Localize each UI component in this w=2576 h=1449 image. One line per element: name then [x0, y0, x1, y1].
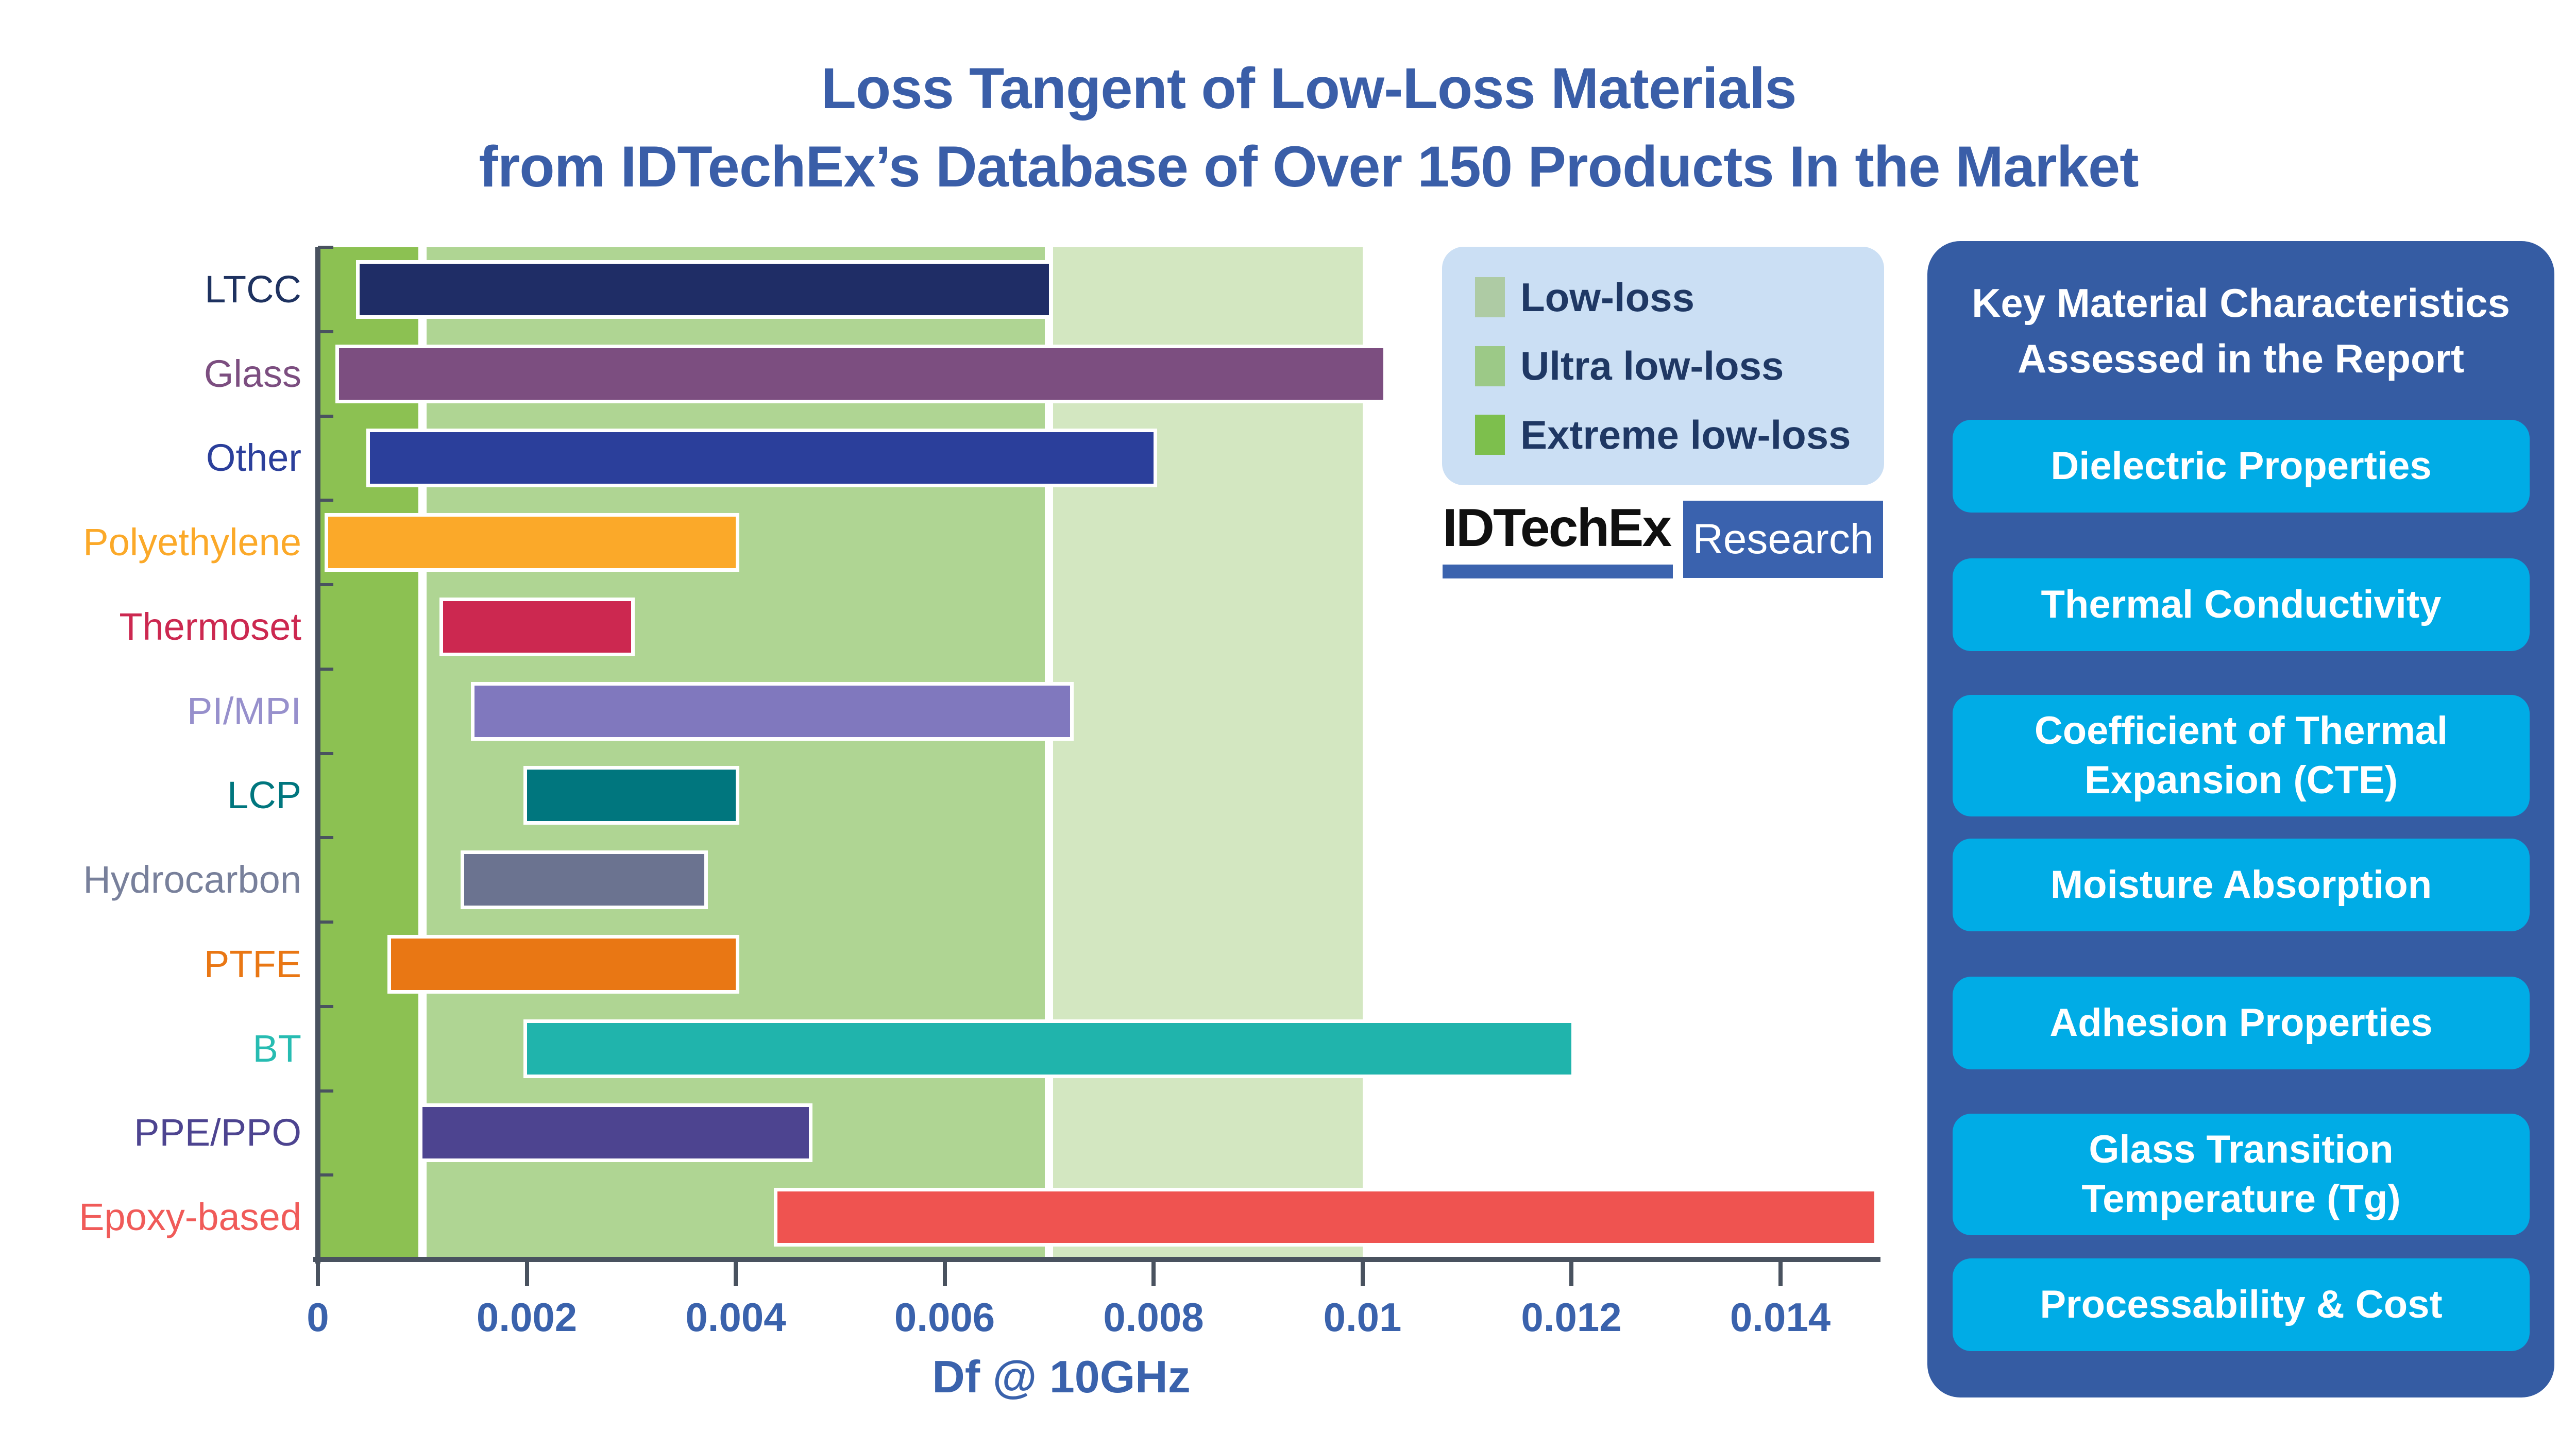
- y-axis-tick: [318, 752, 333, 755]
- range-bar-pi-mpi: [471, 681, 1074, 741]
- category-label-glass: Glass: [204, 352, 301, 395]
- characteristic-card-label: Temperature (Tg): [2081, 1177, 2401, 1221]
- legend-swatch-icon: [1475, 415, 1505, 455]
- legend-item-low-loss: Low-loss: [1442, 274, 1884, 321]
- y-axis-tick: [318, 836, 333, 840]
- category-label-lcp: LCP: [227, 774, 301, 817]
- characteristic-card-dielectric-properties: Dielectric Properties: [1953, 420, 2530, 513]
- x-axis-title: Df @ 10GHz: [932, 1351, 1191, 1402]
- x-tick-label: 0: [307, 1294, 329, 1340]
- category-label-ppe-ppo: PPE/PPO: [134, 1111, 301, 1154]
- characteristic-card-label: Dielectric Properties: [2050, 444, 2432, 488]
- y-axis-tick: [318, 499, 333, 502]
- y-axis-tick: [318, 1089, 333, 1093]
- x-axis-tick: [734, 1259, 738, 1286]
- range-bar-thermoset: [439, 597, 635, 656]
- y-axis-tick: [318, 330, 333, 333]
- characteristic-card-label: Coefficient of Thermal: [2034, 709, 2448, 753]
- y-axis-tick: [318, 667, 333, 671]
- x-axis-tick: [1360, 1259, 1365, 1286]
- x-tick-label: 0.01: [1323, 1294, 1402, 1340]
- x-axis-tick: [942, 1259, 947, 1286]
- range-bar-polyethylene: [325, 513, 739, 572]
- chart-title: Loss Tangent of Low-Loss Materials from …: [41, 49, 2576, 206]
- category-label-hydrocarbon: Hydrocarbon: [83, 858, 301, 901]
- loss-tangent-range-chart: Df @ 10GHz 0 0.002 0.004 0.006 0.008 0.01 0.01…: [79, 246, 1880, 1402]
- range-bar-glass: [335, 344, 1387, 403]
- characteristic-card-label: Adhesion Properties: [2049, 1001, 2433, 1045]
- x-axis-line: [313, 1257, 1880, 1262]
- y-axis-tick: [318, 1173, 333, 1177]
- x-tick-label: 0.012: [1521, 1294, 1622, 1340]
- legend-item-ultra-low-loss: Ultra low-loss: [1442, 343, 1884, 389]
- characteristic-card-moisture-absorption: Moisture Absorption: [1953, 839, 2530, 931]
- range-bar-lcp: [523, 766, 739, 825]
- category-label-bt: BT: [252, 1027, 301, 1070]
- legend-item-label: Low-loss: [1520, 274, 1695, 320]
- legend-item-label: Ultra low-loss: [1520, 343, 1784, 388]
- category-label-polyethylene: Polyethylene: [83, 521, 301, 564]
- x-axis-tick: [1151, 1259, 1156, 1286]
- y-axis-tick: [318, 583, 333, 586]
- band-extreme-low-loss: [320, 247, 418, 1259]
- band-ultra-low-loss: [426, 247, 1045, 1259]
- category-label-other: Other: [206, 436, 301, 480]
- characteristic-card-label: Processability & Cost: [2040, 1283, 2443, 1326]
- x-tick-label: 0.002: [476, 1294, 578, 1340]
- key-characteristics-panel-title: Key Material Characteristics Assessed in…: [1927, 275, 2554, 386]
- characteristic-card-adhesion-properties: Adhesion Properties: [1953, 977, 2530, 1069]
- characteristic-card-thermal-conductivity: Thermal Conductivity: [1953, 558, 2530, 651]
- category-label-ltcc: LTCC: [205, 267, 301, 311]
- y-axis-tick: [318, 1004, 333, 1008]
- category-label-epoxy-based: Epoxy-based: [79, 1196, 301, 1239]
- characteristic-card-label: Moisture Absorption: [2050, 863, 2432, 907]
- y-axis-line: [315, 247, 320, 1264]
- key-characteristics-panel: Key Material Characteristics Assessed in…: [1927, 241, 2554, 1397]
- idtechex-research-badge: Research: [1683, 501, 1883, 578]
- characteristic-card-processability-cost: Processability & Cost: [1953, 1258, 2530, 1351]
- characteristic-card-coefficient-of-thermal-expansion-cte-: Coefficient of Thermal Expansion (CTE): [1953, 695, 2530, 816]
- x-tick-label: 0.006: [894, 1294, 995, 1340]
- legend-swatch-icon: [1475, 277, 1505, 317]
- idtechex-research-label: Research: [1692, 516, 1874, 562]
- x-tick-label: 0.008: [1103, 1294, 1204, 1340]
- category-label-thermoset: Thermoset: [119, 605, 301, 648]
- range-bar-ppe-ppo: [418, 1103, 812, 1163]
- range-bar-other: [366, 429, 1157, 488]
- idtechex-logo-text: IDTechEx: [1443, 498, 1672, 558]
- panel-title-line1: Key Material Characteristics: [1972, 280, 2510, 326]
- x-axis-tick: [524, 1259, 529, 1286]
- x-axis-tick: [1569, 1259, 1573, 1286]
- chart-title-line1: Loss Tangent of Low-Loss Materials: [821, 56, 1797, 121]
- category-label-pi-mpi: PI/MPI: [187, 689, 301, 732]
- range-bar-ltcc: [356, 260, 1053, 319]
- x-axis-tick: [1778, 1259, 1783, 1286]
- legend-item-label: Extreme low-loss: [1520, 412, 1851, 457]
- range-bar-ptfe: [387, 934, 739, 994]
- range-bar-hydrocarbon: [460, 850, 708, 910]
- x-tick-label: 0.004: [685, 1294, 786, 1340]
- panel-title-line2: Assessed in the Report: [2018, 336, 2464, 381]
- y-axis-tick: [318, 246, 333, 249]
- legend-item-extreme-low-loss: Extreme low-loss: [1442, 412, 1884, 458]
- y-axis-tick: [318, 1258, 333, 1261]
- characteristic-card-label: Thermal Conductivity: [2041, 583, 2442, 626]
- characteristic-card-glass-transition-temperature-tg-: Glass Transition Temperature (Tg): [1953, 1114, 2530, 1235]
- chart-title-line2: from IDTechEx’s Database of Over 150 Pro…: [479, 134, 2139, 199]
- range-bar-epoxy-based: [774, 1188, 1878, 1247]
- band-low-loss: [1053, 247, 1363, 1259]
- characteristic-card-label: Glass Transition: [2089, 1128, 2394, 1171]
- range-bar-bt: [523, 1019, 1575, 1078]
- category-label-ptfe: PTFE: [204, 942, 301, 985]
- y-axis-tick: [318, 920, 333, 924]
- x-tick-label: 0.014: [1730, 1294, 1831, 1340]
- y-axis-tick: [318, 414, 333, 418]
- idtechex-logo-underline: [1443, 565, 1673, 578]
- loss-band-legend: Low-loss Ultra low-loss Extreme low-loss: [1442, 247, 1884, 485]
- characteristic-card-label: Expansion (CTE): [2084, 758, 2398, 802]
- legend-swatch-icon: [1475, 346, 1505, 386]
- x-axis-tick: [316, 1259, 320, 1286]
